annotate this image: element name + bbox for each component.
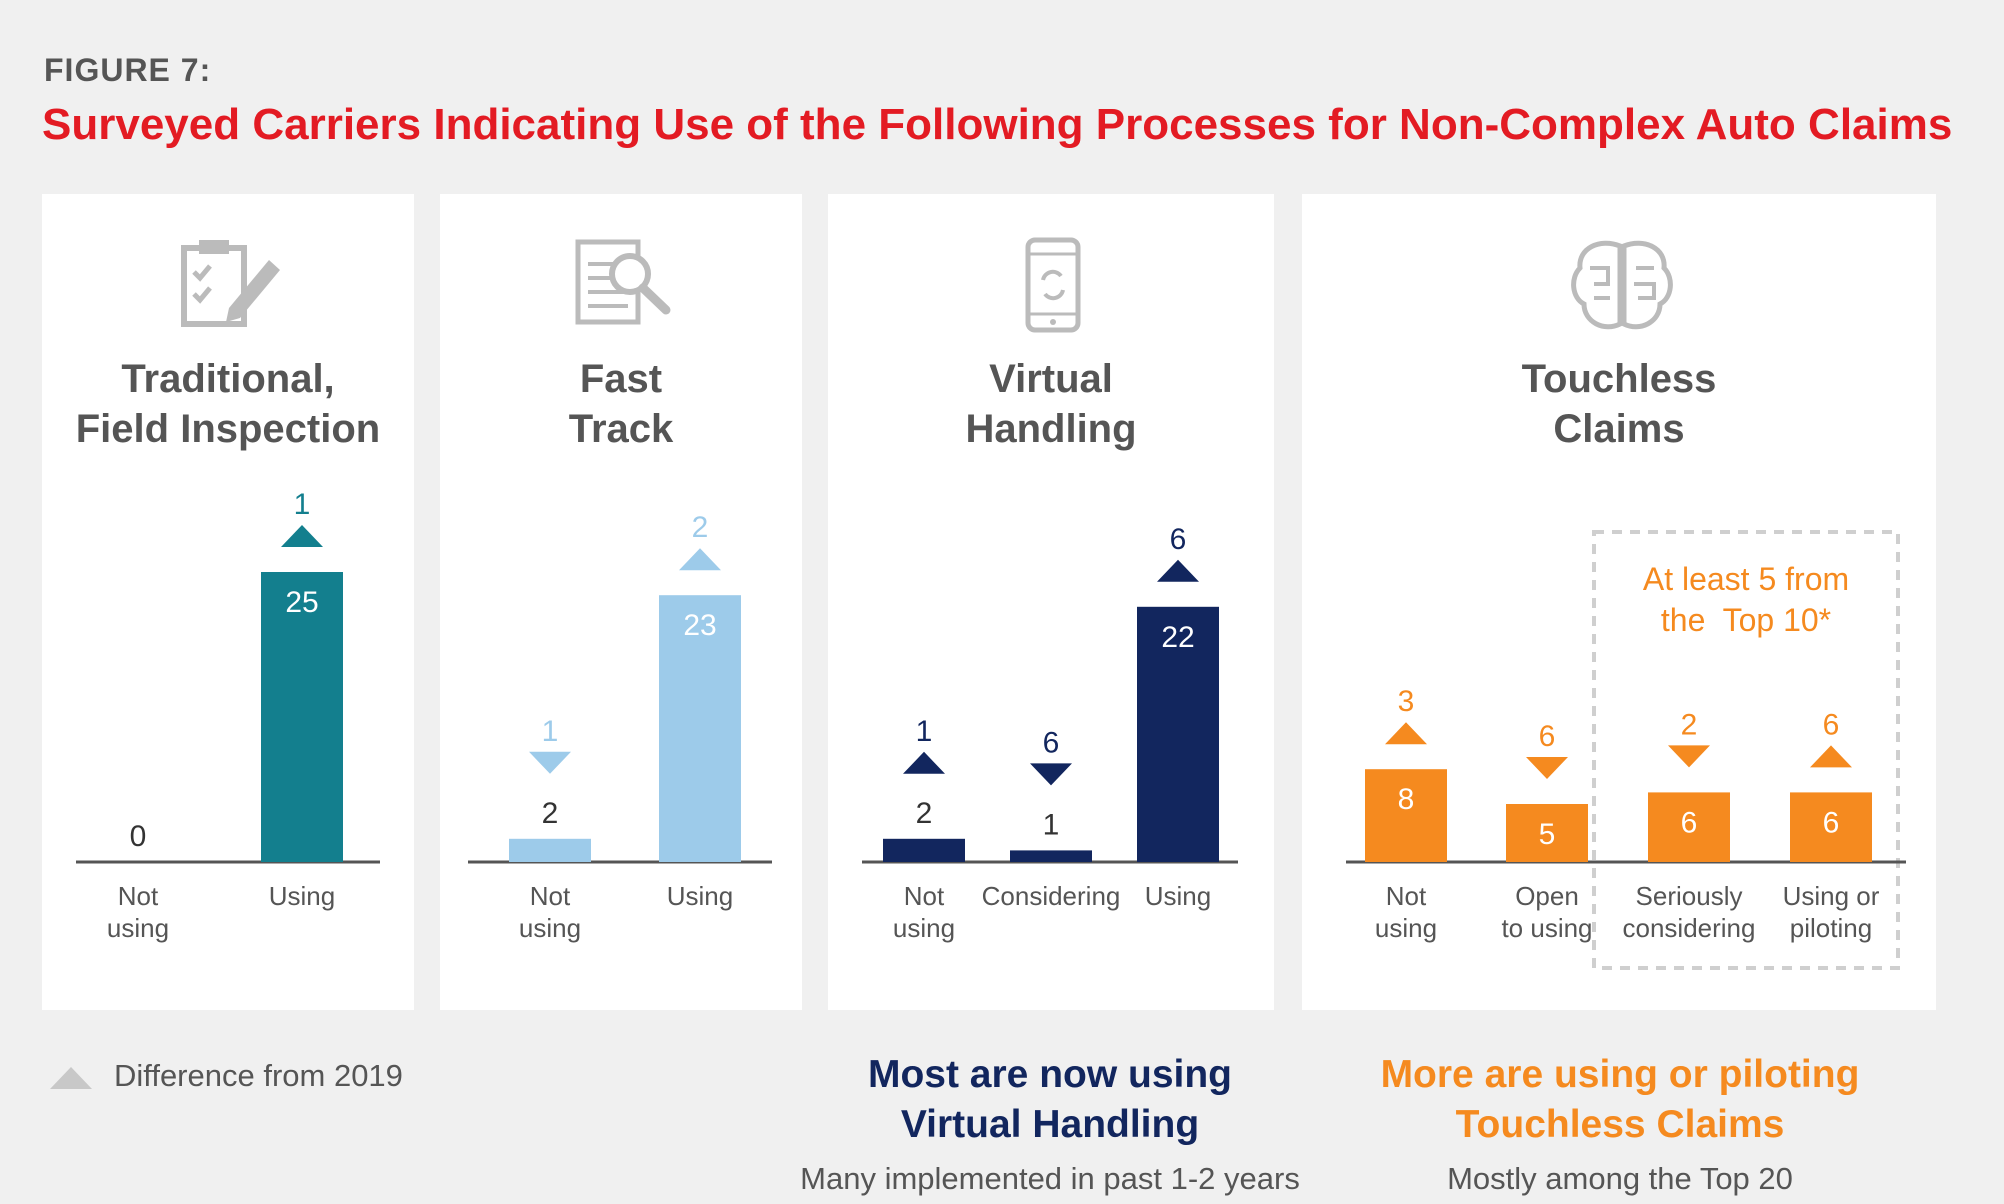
bar-value-label: 6 xyxy=(1681,806,1698,839)
document-search-icon xyxy=(575,239,671,325)
note-sub: Mostly among the Top 20 xyxy=(1447,1161,1793,1196)
bar xyxy=(1365,769,1447,862)
change-label: 6 xyxy=(1043,726,1060,759)
down-triangle-icon xyxy=(1526,757,1568,779)
panel-title: Traditional, Field Inspection xyxy=(75,357,381,451)
callout-line-2: the Top 10* xyxy=(1661,602,1831,638)
category-label: Not xyxy=(904,881,945,911)
bar xyxy=(659,595,741,862)
bar-value-label: 23 xyxy=(683,609,716,642)
bar-value-label: 2 xyxy=(542,797,559,830)
change-label: 6 xyxy=(1823,708,1840,741)
change-label: 2 xyxy=(1681,708,1698,741)
change-label: 1 xyxy=(916,715,933,748)
change-label: 1 xyxy=(542,715,559,748)
category-label: Not xyxy=(118,881,159,911)
note-virtual-handling: Most are now using Virtual Handling Many… xyxy=(780,1050,1320,1204)
up-triangle-icon xyxy=(1385,722,1427,745)
panel-traditional-field-inspection: Traditional, Field Inspection 0 Not using 25… xyxy=(42,194,414,1010)
category-label: using xyxy=(107,913,169,943)
down-triangle-icon xyxy=(529,751,571,774)
smartphone-sync-icon xyxy=(1025,237,1081,333)
figure-title: Surveyed Carriers Indicating Use of the … xyxy=(42,100,1953,149)
up-triangle-icon xyxy=(679,548,721,571)
note-headline-2: Touchless Claims xyxy=(1455,1103,1785,1146)
bar-value-label: 6 xyxy=(1823,806,1840,839)
bar-value-label: 1 xyxy=(1043,808,1060,841)
category-label: Seriously xyxy=(1636,881,1743,911)
clipboard-checklist-icon xyxy=(181,240,280,327)
category-label: Using xyxy=(269,881,335,911)
bar-value-label: 5 xyxy=(1539,818,1556,851)
panel-touchless-claims: Touchless Claims At least 5 from the Top … xyxy=(1302,194,1936,1010)
bar xyxy=(1648,792,1730,862)
up-triangle-icon xyxy=(1810,745,1852,768)
category-label: to using xyxy=(1501,913,1592,943)
down-triangle-icon xyxy=(1030,763,1072,786)
bar xyxy=(883,838,965,862)
up-triangle-icon xyxy=(903,751,945,774)
bar-value-label: 25 xyxy=(285,586,318,619)
bar-value-label: 2 xyxy=(916,797,933,830)
bar-value-label: 22 xyxy=(1161,621,1194,654)
panel-title: Virtual Handling xyxy=(965,357,1137,451)
bar xyxy=(1010,850,1092,862)
bar xyxy=(261,572,343,862)
note-headline-2: Virtual Handling xyxy=(900,1103,1200,1146)
category-label: Not xyxy=(530,881,571,911)
up-triangle-icon xyxy=(281,525,323,547)
panel-title: Touchless Claims xyxy=(1521,357,1717,451)
category-label: Using or xyxy=(1783,881,1880,911)
panel-title: Fast Track xyxy=(568,357,674,451)
figure-label: FIGURE 7: xyxy=(44,52,212,88)
category-label: using xyxy=(519,913,581,943)
legend-label: Difference from 2019 xyxy=(114,1058,403,1093)
change-label: 1 xyxy=(294,488,311,521)
note-headline-1: More are using or piloting xyxy=(1380,1053,1860,1096)
category-label: Considering xyxy=(982,881,1121,911)
bar xyxy=(1790,792,1872,862)
category-label: Open xyxy=(1515,881,1579,911)
category-label: Using xyxy=(667,881,733,911)
category-label: Not xyxy=(1386,881,1427,911)
bar xyxy=(509,838,591,862)
change-label: 2 xyxy=(692,511,709,544)
bar-value-label: 0 xyxy=(130,820,147,853)
bar-value-label: 8 xyxy=(1398,783,1415,816)
callout-line-1: At least 5 from xyxy=(1643,561,1849,597)
note-touchless-claims: More are using or piloting Touchless Cla… xyxy=(1360,1050,1880,1204)
panel-fast-track: Fast Track 2 1 Not using 23 2 Using xyxy=(440,194,802,1010)
category-label: piloting xyxy=(1790,913,1872,943)
bar xyxy=(1506,804,1588,862)
top10-callout-box xyxy=(1592,530,1900,970)
category-label: considering xyxy=(1623,913,1756,943)
change-label: 6 xyxy=(1539,720,1556,753)
category-label: Using xyxy=(1145,881,1211,911)
legend: Difference from 2019 xyxy=(50,1058,403,1094)
bar xyxy=(1137,606,1219,862)
note-sub: Many implemented in past 1-2 years xyxy=(800,1161,1300,1196)
category-label: using xyxy=(1375,913,1437,943)
ai-brain-icon xyxy=(1571,240,1673,330)
panel-virtual-handling: Virtual Handling 2 1 Not using 1 6 Considering 2… xyxy=(828,194,1274,1010)
change-label: 6 xyxy=(1170,523,1187,556)
note-headline-1: Most are now using xyxy=(867,1053,1233,1096)
up-triangle-icon xyxy=(1157,559,1199,582)
up-triangle-icon xyxy=(50,1066,92,1089)
change-label: 3 xyxy=(1398,685,1415,718)
category-label: using xyxy=(893,913,955,943)
down-triangle-icon xyxy=(1668,745,1710,768)
